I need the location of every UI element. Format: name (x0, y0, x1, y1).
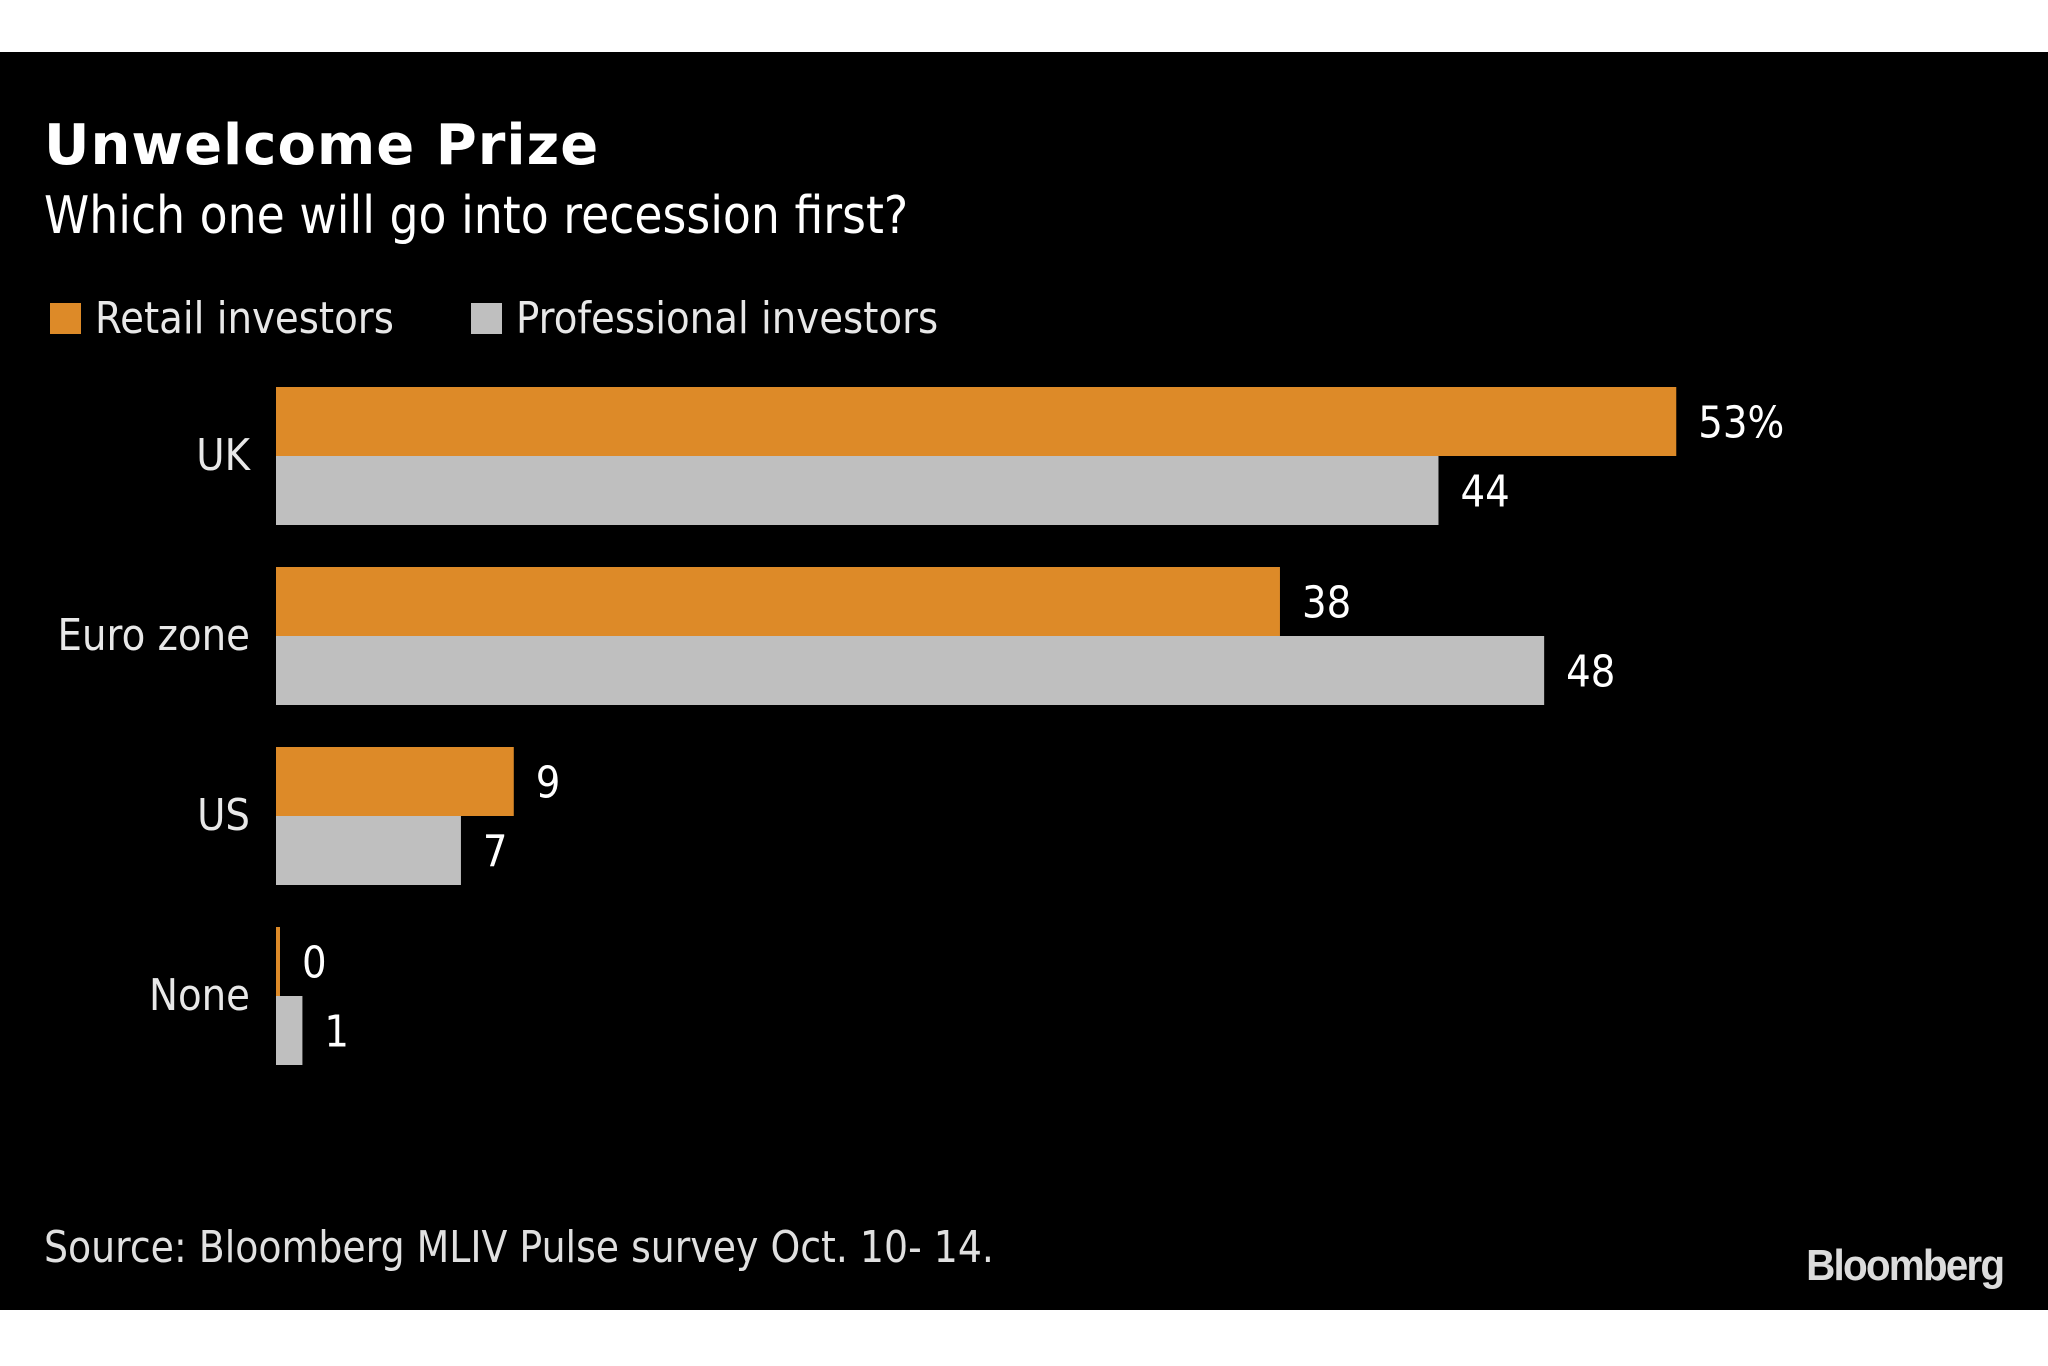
bar-retail (276, 927, 280, 996)
data-label: 48 (1566, 646, 1615, 697)
bar-group-none: None 0 1 (149, 927, 349, 1065)
legend-item-professional: Professional investors (470, 292, 996, 344)
bar-group-us: US 97 (197, 747, 560, 885)
legend-label-professional: Professional investors (515, 292, 938, 344)
chart-title: Unwelcome Prize (44, 113, 600, 178)
bar-professional (276, 456, 1439, 525)
category-label: US (197, 790, 250, 841)
bar-group-euro-zone: Euro zone 38 48 (58, 567, 1615, 705)
category-label: None (149, 970, 250, 1021)
data-label: 44 (1460, 466, 1509, 517)
legend-label-retail: Retail investors (95, 292, 394, 344)
source-note: Source: Bloomberg MLIV Pulse survey Oct.… (44, 1222, 994, 1273)
bloomberg-logo: Bloomberg (1805, 1241, 2005, 1290)
legend-item-retail: Retail investors (50, 293, 435, 344)
bar-retail (276, 747, 514, 816)
data-label: 7 (483, 826, 508, 877)
data-label: 1 (324, 1006, 349, 1057)
bar-group-uk: UK 53% 44 (196, 387, 1784, 525)
legend-swatch-professional (470, 302, 502, 334)
category-label: Euro zone (58, 610, 250, 661)
data-label: 0 (302, 937, 327, 988)
bar-retail (276, 567, 1280, 636)
bar-professional (276, 816, 461, 885)
data-label: 53% (1698, 397, 1784, 448)
chart-subtitle: Which one will go into recession first? (44, 186, 909, 246)
data-label: 38 (1302, 577, 1351, 628)
legend-swatch-retail (50, 302, 81, 334)
legend: Retail investors Professional investors (50, 293, 1031, 344)
category-label: UK (196, 430, 251, 481)
bar-professional (276, 996, 303, 1065)
data-label: 9 (536, 757, 561, 808)
bar-professional (276, 636, 1545, 705)
bar-retail (276, 387, 1677, 456)
